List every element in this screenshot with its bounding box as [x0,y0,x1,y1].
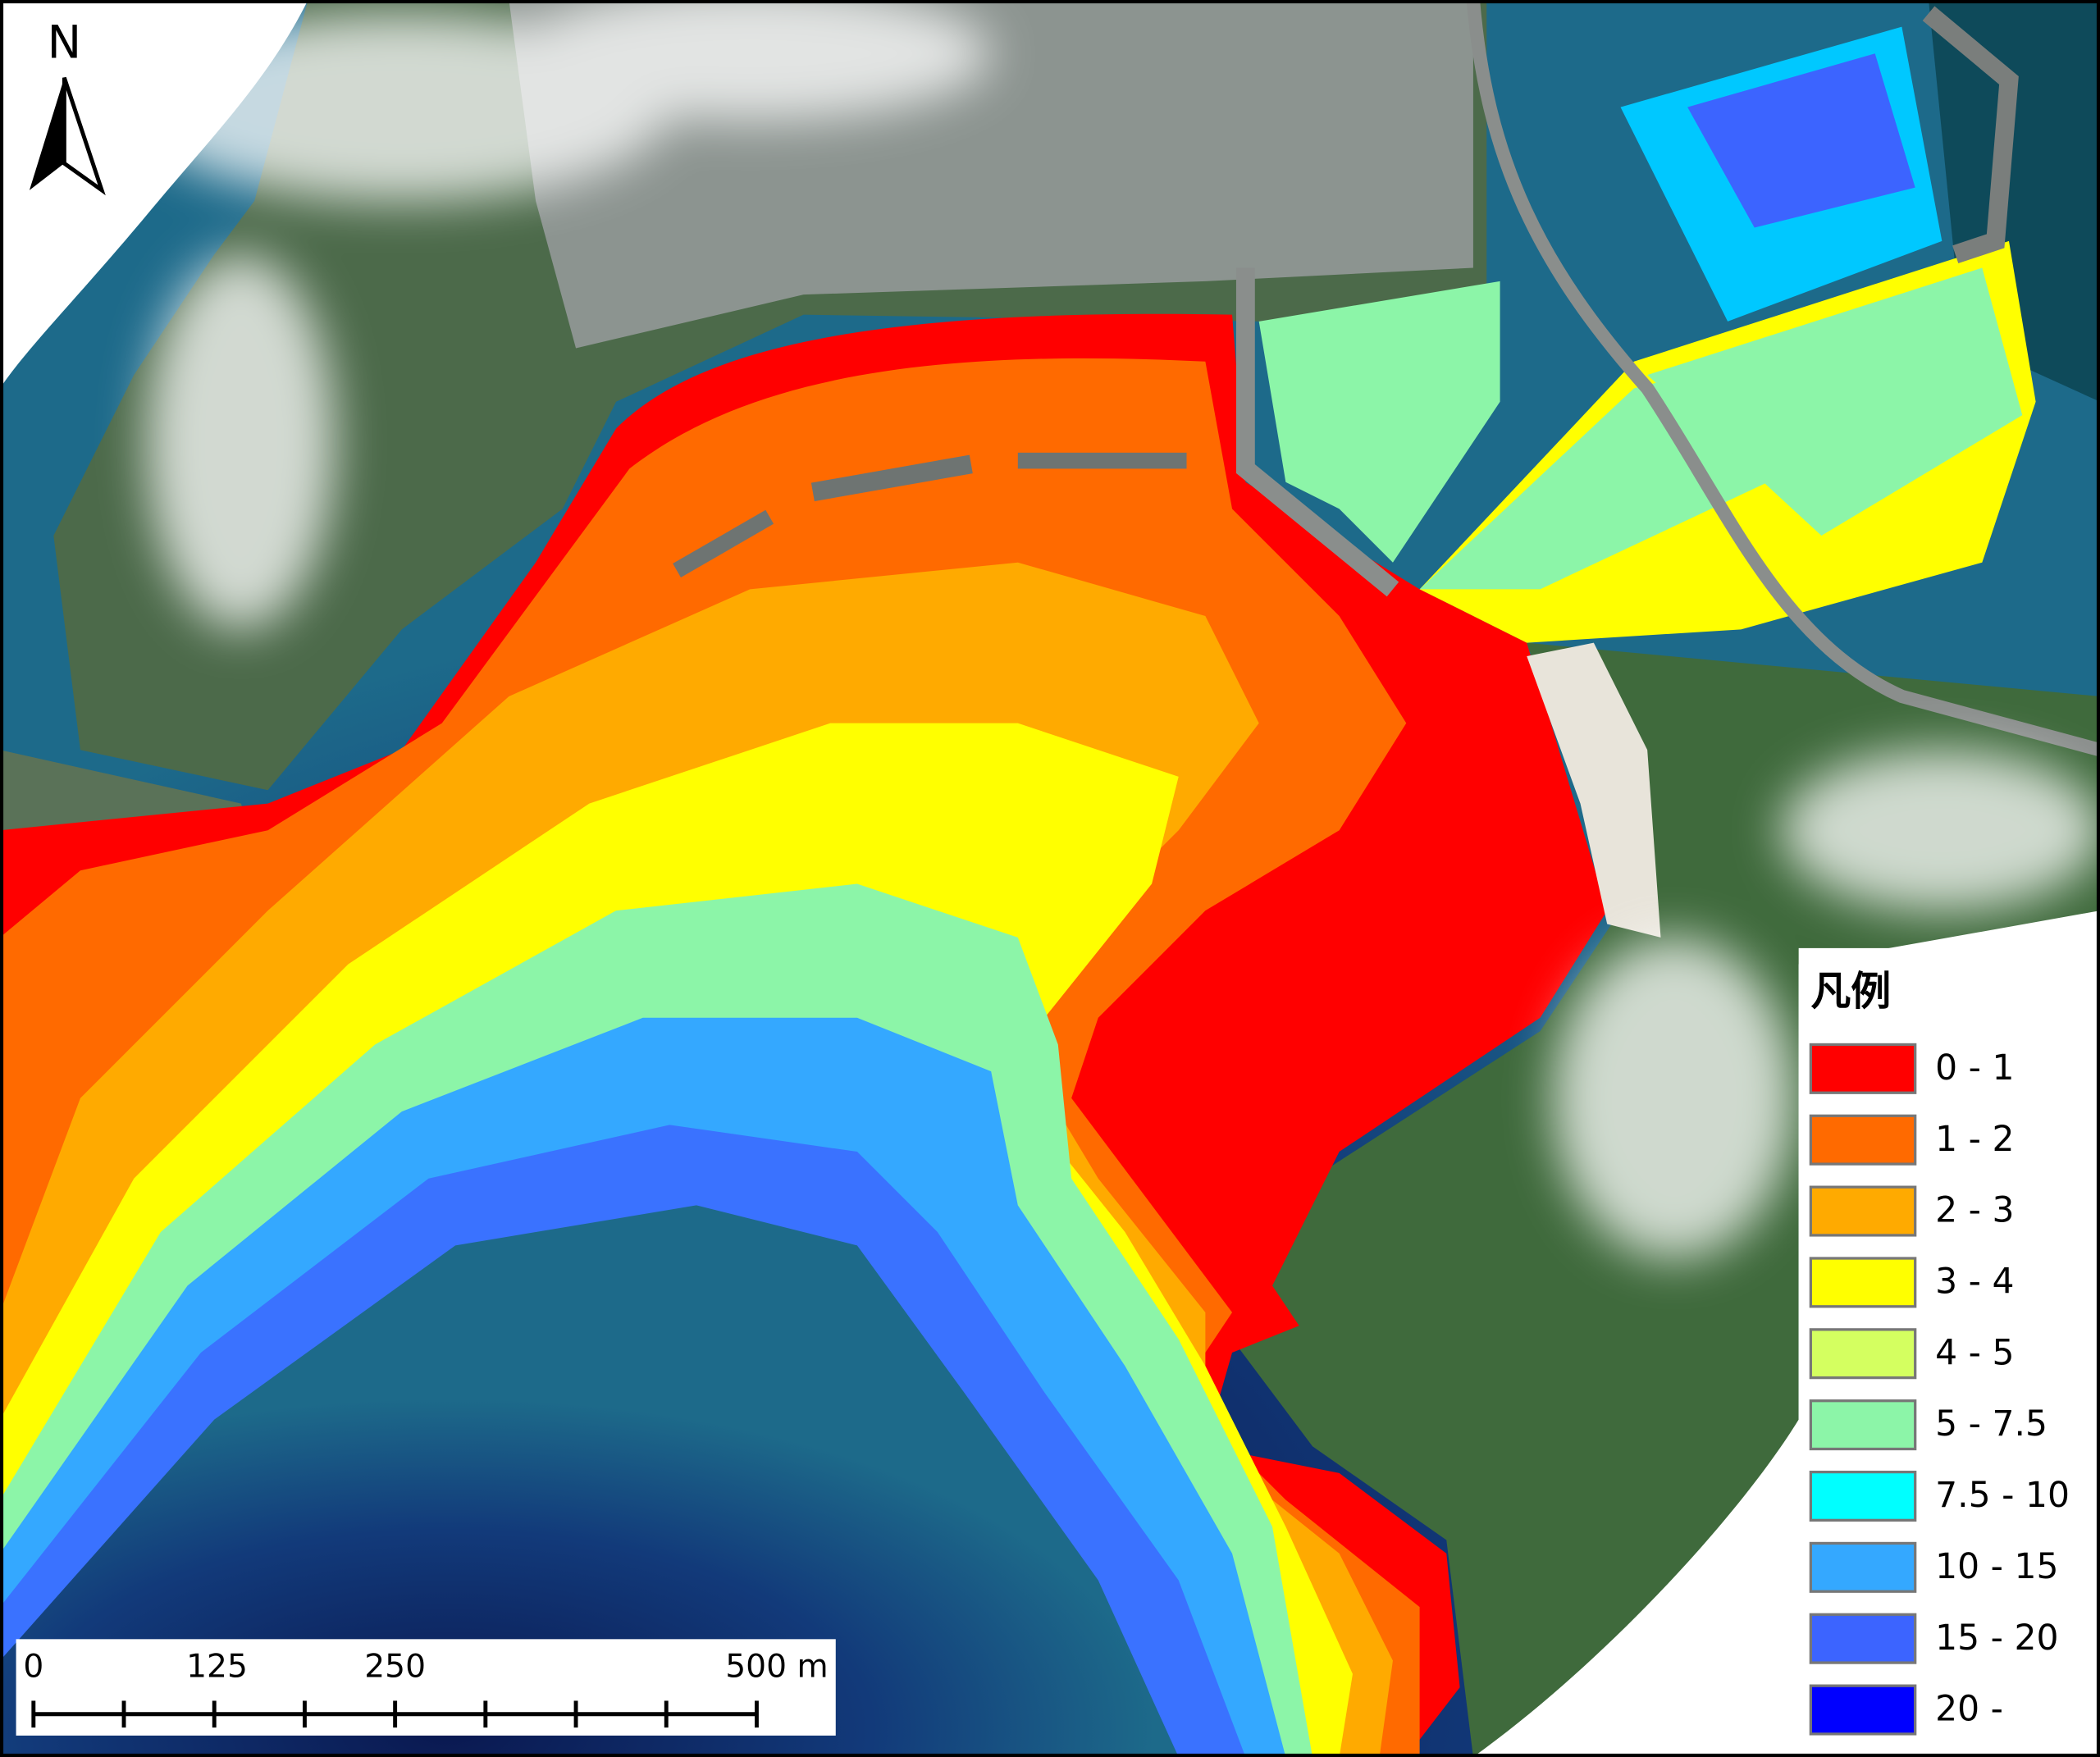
cloud [1781,750,2100,911]
legend-swatch [1809,1114,1917,1166]
scale-label: 500 m [725,1649,828,1686]
legend-swatch [1809,1257,1917,1308]
legend-swatch [1809,1043,1917,1094]
channel-east [1647,267,2023,536]
north-label: N [48,16,82,70]
cloud [147,254,336,630]
breakwater [1017,452,1187,469]
scale-bar: 0 125 250 500 m [23,1649,829,1728]
pier-east [1922,6,2019,264]
deep-sea [0,1205,1179,1757]
legend-label: 20 - [1935,1690,2003,1730]
legend-swatch [1809,1541,1917,1593]
legend-swatch [1809,1399,1917,1451]
legend-swatch [1809,1684,1917,1736]
legend-label: 3 - 4 [1935,1262,2014,1303]
legend-swatch [1809,1470,1917,1522]
scale-label: 125 [186,1649,248,1686]
legend-label: 5 - 7.5 [1935,1404,2048,1444]
legend-label: 1 - 2 [1935,1120,2014,1160]
harbor-east-deep [1687,53,1915,228]
scale-box [16,1639,836,1736]
beach [1527,642,1661,938]
legend-label: 15 - 20 [1935,1618,2058,1659]
scale-label: 0 [23,1649,43,1686]
scale-label: 250 [364,1649,426,1686]
cloud [1553,937,1795,1259]
legend-title: 凡例 [1810,968,1891,1015]
harbor-basin [1258,281,1500,563]
north-arrow-right [62,76,106,196]
legend-label: 0 - 1 [1935,1048,2014,1088]
north-arrow-left [29,77,65,190]
legend-swatch [1809,1613,1917,1664]
road [1466,0,2100,757]
legend-swatch [1809,1328,1917,1380]
breakwater [673,509,774,577]
breakwater [810,454,973,502]
pier [1235,267,1399,597]
legend-label: 10 - 15 [1935,1547,2058,1587]
legend-label: 2 - 3 [1935,1191,2014,1231]
cloud [509,0,992,121]
no-data-nw [0,0,308,389]
legend-items: 0 - 1 1 - 2 2 - 3 3 - 4 4 - 5 5 - 7.5 7.5 - 10… [1809,1043,2070,1736]
breakwaters [673,452,1187,577]
channel [1419,361,1769,590]
legend-label: 4 - 5 [1935,1333,2014,1373]
legend-label: 7.5 - 10 [1935,1476,2070,1516]
legend-swatch [1809,1185,1917,1237]
